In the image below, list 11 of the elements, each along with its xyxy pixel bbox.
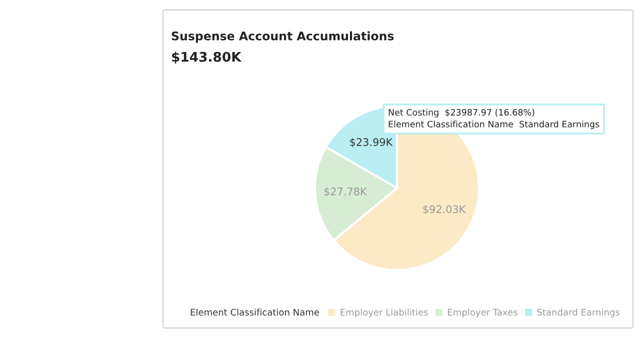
data-label: $27.78K	[324, 187, 368, 197]
legend-label: Standard Earnings	[537, 308, 620, 318]
chart-title: Suspense Account Accumulations	[172, 31, 394, 43]
data-label: $23.99K	[350, 138, 393, 148]
text: Net Costing $23987.97 (16.68%)	[388, 108, 534, 118]
legend-title: Element Classification Name	[190, 308, 320, 316]
legend-label: Employer Taxes	[448, 308, 518, 318]
text: Element Classification Name Standard Earnings	[388, 120, 600, 130]
legend-label: Employer Liabilities	[340, 308, 428, 318]
data-label: $92.03K	[423, 205, 466, 215]
text: $143.80K	[172, 52, 242, 64]
